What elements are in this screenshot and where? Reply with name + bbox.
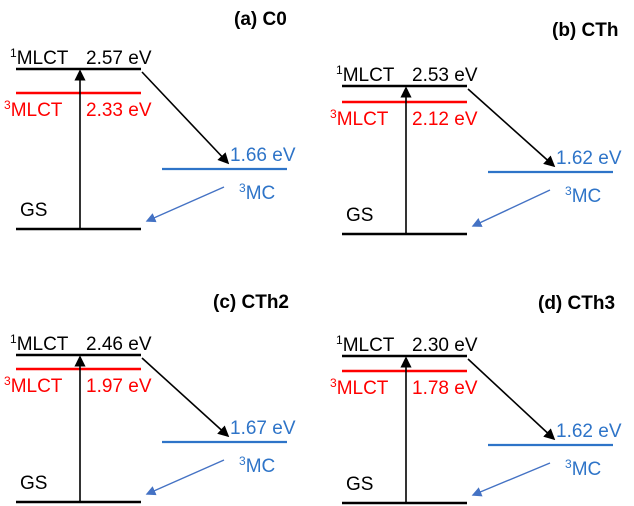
triplet-mc-label: 3MC [239,454,275,477]
singlet-mlct-label: 1MLCT [336,333,395,356]
mc-to-gs-arrow [471,462,551,497]
triplet-mlct-label: 3MLCT [330,376,389,399]
singlet-mlct-energy: 2.53 eV [412,65,478,86]
triplet-mc-energy: 1.62 eV [556,421,622,442]
singlet-mlct-energy: 2.57 eV [86,48,152,69]
triplet-mlct-energy: 2.33 eV [86,100,152,121]
mlct-to-mc-arrow [141,357,230,438]
mc-to-gs-arrow [471,189,551,227]
ground-state-label: GS [20,200,47,221]
ground-state-label: GS [20,473,47,494]
ground-state-label: GS [346,205,373,226]
panel-2: (b) CTh 1MLCT 2.53 eV 3MLCT 2.12 eV 1.62 eV 3M… [330,20,622,236]
triplet-mc-label: 3MC [239,181,275,204]
panel-title: (d) CTh3 [538,293,615,314]
triplet-mlct-energy: 1.97 eV [86,376,152,397]
mc-to-gs-arrow [145,459,225,496]
triplet-mc-energy: 1.62 eV [556,148,622,169]
panel-1: (a) C0 1MLCT 2.57 eV 3MLCT 2.33 eV 1.66 eV 3MC… [4,9,296,231]
singlet-mlct-energy: 2.46 eV [86,334,152,355]
triplet-mlct-label: 3MLCT [330,107,389,130]
singlet-mlct-label: 1MLCT [10,332,69,355]
mlct-to-mc-arrow [141,71,230,165]
panel-4: (d) CTh3 1MLCT 2.30 eV 3MLCT 1.78 eV 1.62 eV 3… [330,293,622,505]
triplet-mc-energy: 1.66 eV [230,145,296,166]
mc-to-gs-arrow [145,186,225,223]
triplet-mlct-label: 3MLCT [4,98,63,121]
panel-title: (b) CTh [552,20,618,41]
triplet-mc-label: 3MC [565,457,601,480]
panel-3: (c) CTh2 1MLCT 2.46 eV 3MLCT 1.97 eV 1.67 eV 3… [4,292,296,504]
panel-title: (c) CTh2 [213,292,289,313]
singlet-mlct-label: 1MLCT [336,63,395,86]
panel-title: (a) C0 [234,9,287,30]
ground-state-label: GS [346,474,373,495]
singlet-mlct-label: 1MLCT [10,46,69,69]
triplet-mlct-label: 3MLCT [4,374,63,397]
singlet-mlct-energy: 2.30 eV [412,335,478,356]
triplet-mlct-energy: 1.78 eV [412,378,478,399]
triplet-mlct-energy: 2.12 eV [412,109,478,130]
mlct-to-mc-arrow [467,88,556,168]
mlct-to-mc-arrow [467,358,556,441]
triplet-mc-energy: 1.67 eV [230,418,296,439]
triplet-mc-label: 3MC [565,184,601,207]
